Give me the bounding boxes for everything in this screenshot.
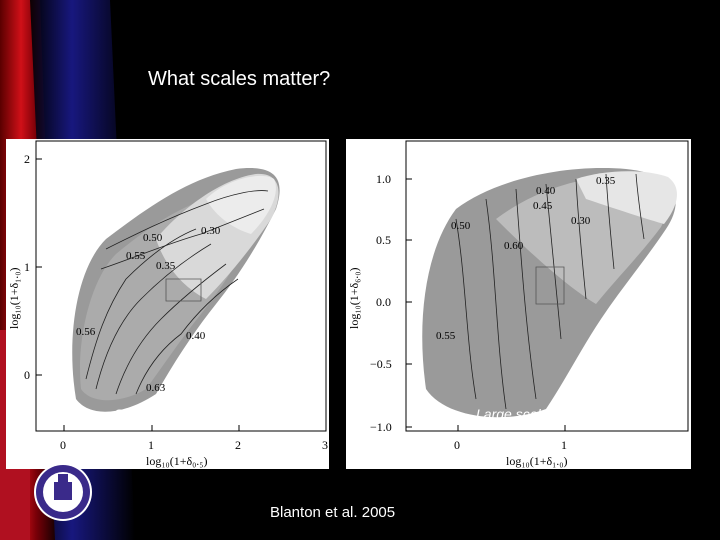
right-plot-svg: 0.40 0.45 0.50 0.60 0.35 0.30 0.55 0 1 1… xyxy=(347,140,689,468)
svg-text:0.40: 0.40 xyxy=(536,185,556,197)
svg-text:0.35: 0.35 xyxy=(596,175,616,187)
right-contour-labels: 0.40 0.45 0.50 0.60 0.35 0.30 0.55 xyxy=(436,175,616,342)
left-ytick-2: 2 xyxy=(24,152,30,166)
citation: Blanton et al. 2005 xyxy=(270,504,396,521)
svg-text:0.50: 0.50 xyxy=(451,220,471,232)
right-ytick-1.0: 1.0 xyxy=(376,172,391,186)
university-seal-logo xyxy=(34,463,92,521)
right-caption: Large scales (~ 6 Mpc) do not xyxy=(476,406,662,422)
left-xtick-2: 2 xyxy=(235,438,241,452)
left-contour-labels: 0.50 0.30 0.55 0.35 0.40 0.56 0.63 xyxy=(76,225,221,394)
svg-text:0.50: 0.50 xyxy=(143,232,163,244)
svg-text:0.30: 0.30 xyxy=(201,225,221,237)
svg-text:0.30: 0.30 xyxy=(571,215,591,227)
right-contour-plot: 0.40 0.45 0.50 0.60 0.35 0.30 0.55 0 1 1… xyxy=(346,139,691,469)
left-caption: Small scales (< 1 Mpc) matter xyxy=(114,406,300,422)
left-ytick-1: 1 xyxy=(24,260,30,274)
svg-text:0.55: 0.55 xyxy=(126,250,146,262)
svg-text:0.55: 0.55 xyxy=(436,330,456,342)
right-xtick-0: 0 xyxy=(454,438,460,452)
left-ytick-0: 0 xyxy=(24,368,30,382)
right-ytick-m0.5: −0.5 xyxy=(370,357,392,371)
svg-text:0.35: 0.35 xyxy=(156,260,176,272)
left-xtick-3: 3 xyxy=(322,438,328,452)
left-contour-plot: 0.50 0.30 0.55 0.35 0.40 0.56 0.63 0 1 2… xyxy=(6,139,329,469)
left-plot-svg: 0.50 0.30 0.55 0.35 0.40 0.56 0.63 0 1 2… xyxy=(7,140,328,468)
svg-text:0.45: 0.45 xyxy=(533,200,553,212)
svg-text:0.60: 0.60 xyxy=(504,240,524,252)
left-ylabel: log₁₀(1+δ₁.₀) xyxy=(7,268,21,329)
right-ytick-m1.0: −1.0 xyxy=(370,420,392,434)
svg-text:0.56: 0.56 xyxy=(76,326,96,338)
right-region-light xyxy=(576,171,677,224)
svg-text:0.40: 0.40 xyxy=(186,330,206,342)
svg-text:0.63: 0.63 xyxy=(146,382,166,394)
left-xtick-0: 0 xyxy=(60,438,66,452)
right-ylabel: log₁₀(1+δ₆.₀) xyxy=(347,268,361,329)
slide-title: What scales matter? xyxy=(148,68,331,90)
left-xtick-1: 1 xyxy=(148,438,154,452)
right-xtick-1: 1 xyxy=(561,438,567,452)
left-xlabel: log₁₀(1+δ₀.₅) xyxy=(146,454,207,468)
right-xlabel: log₁₀(1+δ₁.₀) xyxy=(506,454,567,468)
right-ytick-0.0: 0.0 xyxy=(376,295,391,309)
right-ytick-0.5: 0.5 xyxy=(376,233,391,247)
